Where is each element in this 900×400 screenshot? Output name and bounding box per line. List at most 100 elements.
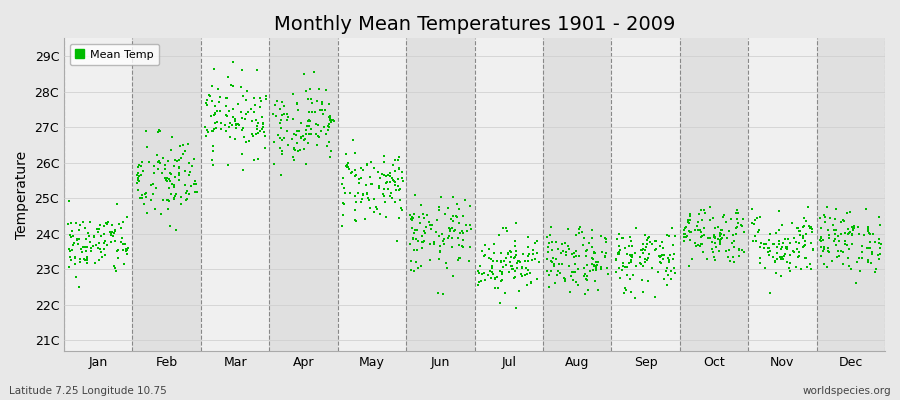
Point <box>609 269 624 276</box>
Point <box>770 229 784 236</box>
Point <box>845 241 859 247</box>
Point <box>120 247 134 254</box>
Point <box>657 252 671 258</box>
Point <box>763 231 778 237</box>
Point <box>436 238 450 244</box>
Point <box>72 236 86 242</box>
Bar <box>474 38 543 351</box>
Point <box>822 232 836 238</box>
Point <box>221 73 236 80</box>
Point <box>174 200 188 207</box>
Point <box>796 224 810 230</box>
Point <box>615 235 629 241</box>
Point <box>598 236 613 242</box>
Point <box>440 205 454 211</box>
Point <box>408 192 422 198</box>
Point <box>719 218 733 225</box>
Bar <box>64 38 132 351</box>
Point <box>864 260 878 266</box>
Point <box>86 233 101 239</box>
Point <box>591 287 606 294</box>
Point <box>388 179 402 186</box>
Point <box>571 282 585 288</box>
Point <box>714 231 728 238</box>
Point <box>844 230 859 237</box>
Point <box>815 247 830 254</box>
Point <box>776 240 790 246</box>
Point <box>684 228 698 235</box>
Point <box>202 92 216 98</box>
Point <box>579 252 593 259</box>
Point <box>845 226 859 233</box>
Point <box>421 219 436 226</box>
Point <box>838 230 852 236</box>
Point <box>845 227 859 234</box>
Point <box>434 194 448 200</box>
Bar <box>201 38 269 351</box>
Point <box>204 113 219 119</box>
Point <box>101 219 115 226</box>
Point <box>598 254 613 260</box>
Point <box>310 98 324 104</box>
Point <box>770 256 784 263</box>
Point <box>167 196 182 202</box>
Point <box>828 230 842 237</box>
Point <box>177 168 192 174</box>
Point <box>412 214 427 220</box>
Point <box>364 181 378 187</box>
Point <box>73 258 87 265</box>
Point <box>609 256 624 262</box>
Point <box>728 210 742 216</box>
Point <box>874 241 888 247</box>
Point <box>151 129 166 135</box>
Point <box>181 172 195 178</box>
Point <box>616 235 630 242</box>
Point <box>382 170 397 176</box>
Point <box>164 171 178 177</box>
Point <box>63 248 77 255</box>
Point <box>594 264 608 270</box>
Point <box>485 265 500 271</box>
Point <box>842 263 857 269</box>
Point <box>510 258 525 264</box>
Point <box>79 236 94 242</box>
Point <box>226 82 240 89</box>
Point <box>445 224 459 231</box>
Point <box>491 232 506 238</box>
Point <box>70 236 85 243</box>
Point <box>544 224 558 230</box>
Point <box>100 221 114 228</box>
Point <box>346 136 360 143</box>
Point <box>796 214 811 221</box>
Point <box>641 278 655 284</box>
Point <box>678 225 692 232</box>
Point <box>490 273 504 280</box>
Point <box>681 220 696 227</box>
Point <box>796 223 811 229</box>
Point <box>417 228 431 234</box>
Point <box>103 229 117 236</box>
Point <box>715 235 729 242</box>
Point <box>163 222 177 229</box>
Point <box>803 261 817 268</box>
Point <box>527 240 542 246</box>
Point <box>806 247 820 253</box>
Point <box>540 244 554 250</box>
Point <box>551 246 565 252</box>
Point <box>308 109 322 115</box>
Point <box>201 128 215 135</box>
Point <box>97 246 112 253</box>
Point <box>554 261 569 268</box>
Point <box>64 256 78 263</box>
Point <box>845 224 859 230</box>
Point <box>487 250 501 256</box>
Point <box>774 256 788 262</box>
Point <box>442 233 456 239</box>
Point <box>302 140 316 146</box>
Point <box>223 120 238 126</box>
Point <box>293 135 308 141</box>
Point <box>577 265 591 272</box>
Point <box>757 245 771 252</box>
Point <box>131 164 146 170</box>
Point <box>679 224 693 230</box>
